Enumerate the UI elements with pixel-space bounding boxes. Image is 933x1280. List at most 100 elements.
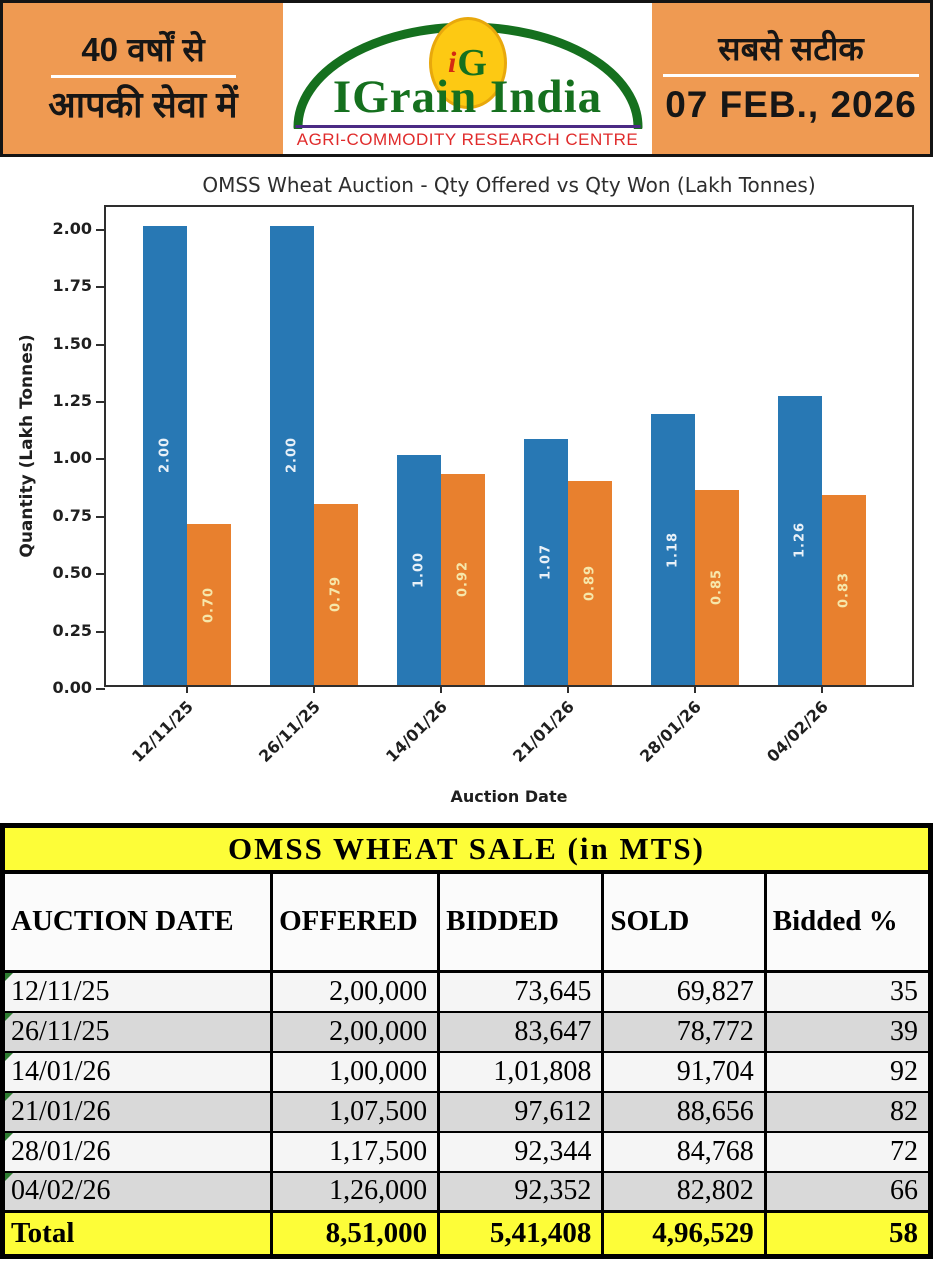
auction-date-cell: 28/01/26	[0, 1130, 274, 1173]
table-title-row: OMSS WHEAT SALE (in MTS)	[1, 824, 932, 874]
value-cell: 35	[763, 970, 933, 1013]
y-tick-label: 2.00	[52, 218, 92, 238]
y-tick-mark	[96, 401, 105, 404]
bar-value-label: 0.70	[201, 586, 217, 623]
bar-offered-3: 1.07	[524, 439, 568, 685]
bar-won-1: 0.79	[314, 503, 358, 685]
bar-won-5: 0.83	[822, 494, 866, 685]
y-tick-mark	[96, 458, 105, 461]
total-value-cell: 5,41,408	[437, 1210, 605, 1258]
y-tick-label: 1.00	[52, 448, 92, 468]
value-cell: 82	[763, 1090, 933, 1133]
x-tick-mark	[694, 685, 696, 693]
chart-title: OMSS Wheat Auction - Qty Offered vs Qty …	[202, 173, 816, 197]
y-tick-label: 0.50	[52, 563, 92, 583]
y-tick-mark	[96, 343, 105, 346]
bar-value-label: 0.92	[455, 561, 471, 598]
bar-won-3: 0.89	[568, 480, 612, 685]
y-tick-mark	[96, 688, 105, 690]
header-date: 07 FEB., 2026	[665, 84, 917, 126]
bar-offered-5: 1.26	[778, 395, 822, 685]
header-right-badge: सबसे सटीक 07 FEB., 2026	[652, 3, 930, 154]
total-value-cell: 58	[763, 1210, 933, 1258]
value-cell: 1,00,000	[270, 1050, 441, 1093]
x-tick-label: 26/11/25	[254, 697, 324, 766]
omss-auction-chart: OMSS Wheat Auction - Qty Offered vs Qty …	[0, 157, 933, 823]
bar-value-label: 0.79	[328, 576, 344, 613]
value-cell: 92,344	[437, 1130, 605, 1173]
total-label-cell: Total	[0, 1210, 274, 1258]
header-right-divider	[663, 74, 919, 78]
value-cell: 91,704	[601, 1050, 767, 1093]
y-tick-label: 1.25	[52, 391, 92, 411]
table-row: 28/01/26 1,17,500 92,344 84,768 72	[0, 1130, 933, 1173]
x-tick-mark	[821, 685, 823, 693]
bar-offered-4: 1.18	[651, 414, 695, 685]
auction-date-cell: 14/01/26	[0, 1050, 274, 1093]
column-header-bidded-: Bidded %	[763, 870, 933, 973]
brand-name: IGrain India	[332, 71, 603, 123]
bar-value-label: 1.26	[792, 522, 808, 559]
auction-date-cell: 04/02/26	[0, 1170, 274, 1213]
table-total-row: Total 8,51,000 5,41,408 4,96,529 58	[0, 1210, 933, 1258]
value-cell: 82,802	[601, 1170, 767, 1213]
x-tick-mark	[440, 685, 442, 693]
value-cell: 1,17,500	[270, 1130, 441, 1173]
bar-won-2: 0.92	[441, 473, 485, 685]
value-cell: 72	[763, 1130, 933, 1173]
logo-letter-i: i	[448, 46, 457, 79]
total-value-cell: 4,96,529	[601, 1210, 767, 1258]
header-left-line1: 40 वर्षों से	[81, 31, 205, 69]
column-header-offered: OFFERED	[270, 870, 441, 973]
column-header-bidded: BIDDED	[437, 870, 605, 973]
total-value-cell: 8,51,000	[270, 1210, 441, 1258]
table-row: 12/11/25 2,00,000 73,645 69,827 35	[0, 970, 933, 1013]
table-row: 21/01/26 1,07,500 97,612 88,656 82	[0, 1090, 933, 1133]
value-cell: 1,26,000	[270, 1170, 441, 1213]
x-tick-label: 12/11/25	[127, 697, 197, 766]
x-tick-mark	[567, 685, 569, 693]
y-tick-mark	[96, 630, 105, 633]
value-cell: 2,00,000	[270, 1010, 441, 1053]
value-cell: 83,647	[437, 1010, 605, 1053]
value-cell: 1,07,500	[270, 1090, 441, 1133]
brand-underline	[295, 125, 640, 128]
value-cell: 97,612	[437, 1090, 605, 1133]
header-left-badge: 40 वर्षों से आपकी सेवा में	[3, 3, 283, 154]
table-title: OMSS WHEAT SALE (in MTS)	[1, 824, 932, 874]
value-cell: 39	[763, 1010, 933, 1053]
x-tick-label: 28/01/26	[635, 697, 705, 766]
bar-value-label: 0.89	[582, 564, 598, 601]
value-cell: 1,01,808	[437, 1050, 605, 1093]
logo-letter-g: G	[457, 42, 487, 84]
y-tick-label: 1.50	[52, 333, 92, 353]
bar-value-label: 2.00	[157, 437, 173, 474]
y-tick-mark	[96, 515, 105, 518]
x-tick-mark	[313, 685, 315, 693]
x-tick-label: 04/02/26	[762, 697, 832, 766]
table-row: 26/11/25 2,00,000 83,647 78,772 39	[0, 1010, 933, 1053]
table-header-row: AUCTION DATE OFFERED BIDDED SOLD Bidded %	[0, 870, 933, 973]
value-cell: 66	[763, 1170, 933, 1213]
bar-won-0: 0.70	[187, 524, 231, 685]
y-tick-label: 1.75	[52, 276, 92, 296]
bar-value-label: 0.83	[836, 571, 852, 608]
auction-date-cell: 21/01/26	[0, 1090, 274, 1133]
bar-value-label: 1.18	[665, 531, 681, 568]
y-tick-mark	[96, 573, 105, 576]
auction-date-cell: 12/11/25	[0, 970, 274, 1013]
header-left-line2: आपकी सेवा में	[48, 84, 238, 126]
column-header-sold: SOLD	[601, 870, 767, 973]
value-cell: 92	[763, 1050, 933, 1093]
omss-wheat-sale-table: OMSS WHEAT SALE (in MTS) AUCTION DATE OFFE…	[0, 823, 933, 1259]
chart-plot-area: 0.00 0.25 0.50 0.75 1.00 1.25 1.50 1.75 2.00 2.00…	[53, 205, 914, 766]
chart-x-axis-label: Auction Date	[450, 787, 568, 806]
y-tick-mark	[96, 228, 105, 231]
bar-won-4: 0.85	[695, 489, 739, 685]
header-right-line1: सबसे सटीक	[718, 29, 864, 67]
table-row: 14/01/26 1,00,000 1,01,808 91,704 92	[0, 1050, 933, 1093]
